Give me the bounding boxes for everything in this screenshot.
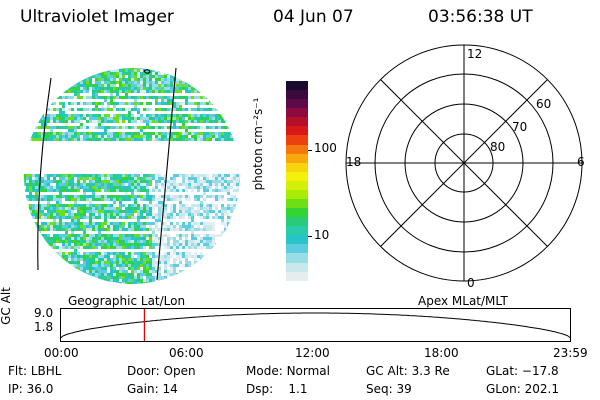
footer-ip: IP: 36.0 bbox=[8, 382, 54, 396]
timeline-xtick-0000: 00:00 bbox=[44, 346, 79, 360]
uv-image-pixels bbox=[24, 68, 240, 284]
colorbar-swatch bbox=[286, 153, 308, 163]
timeline-axis-label: GC Alt bbox=[0, 287, 13, 325]
colorbar-swatch bbox=[286, 208, 308, 218]
colorbar-swatch bbox=[286, 171, 308, 181]
longitude-line-west bbox=[37, 77, 52, 271]
footer-mode: Mode: Normal bbox=[246, 364, 330, 378]
colorbar-label-10: 10 bbox=[314, 228, 330, 242]
timeline-right-title: Apex MLat/MLT bbox=[418, 294, 508, 308]
footer-gain: Gain: 14 bbox=[127, 382, 178, 396]
colorbar-swatch bbox=[286, 108, 308, 118]
colorbar-swatch bbox=[286, 90, 308, 100]
footer-glat: GLat: −17.8 bbox=[486, 364, 559, 378]
footer-seq: Seq: 39 bbox=[366, 382, 412, 396]
timeline-ytick-bottom: 1.8 bbox=[34, 320, 54, 334]
colorbar-swatch bbox=[286, 253, 308, 263]
colorbar-label-100: 100 bbox=[314, 141, 337, 155]
colorbar-swatch bbox=[286, 81, 308, 91]
footer-door: Door: Open bbox=[127, 364, 196, 378]
mlt-label-0: 0 bbox=[467, 276, 475, 290]
footer-filter: Flt: LBHL bbox=[8, 364, 62, 378]
colorbar-tick-10 bbox=[308, 236, 312, 237]
colorbar-swatch bbox=[286, 99, 308, 109]
polar-mlat-mlt-grid bbox=[345, 44, 583, 282]
mlt-label-12: 12 bbox=[467, 47, 483, 61]
footer-gc-alt: GC Alt: 3.3 Re bbox=[366, 364, 450, 378]
image-date: 04 Jun 07 bbox=[273, 7, 354, 27]
imager-title: Ultraviolet Imager bbox=[20, 7, 174, 27]
colorbar-swatch bbox=[286, 126, 308, 136]
timeline-frame bbox=[60, 308, 571, 342]
timeline-xtick-2359: 23:59 bbox=[553, 346, 588, 360]
gc-alt-curve bbox=[60, 312, 571, 339]
colorbar-unit-label: photon cm⁻²s⁻¹ bbox=[251, 97, 265, 191]
colorbar-swatch bbox=[286, 235, 308, 245]
colorbar-swatch bbox=[286, 180, 308, 190]
intensity-colorbar bbox=[286, 81, 308, 281]
longitude-line-east bbox=[156, 67, 177, 281]
colorbar-swatch bbox=[286, 117, 308, 127]
colorbar-swatch bbox=[286, 135, 308, 145]
colorbar-swatch bbox=[286, 226, 308, 236]
meridian-diagonal-b bbox=[380, 79, 548, 247]
colorbar-tick-100 bbox=[308, 150, 312, 151]
timeline-plot bbox=[60, 308, 571, 342]
lat-label-60: 60 bbox=[536, 97, 552, 111]
timeline-xtick-0600: 06:00 bbox=[169, 346, 204, 360]
timeline-left-title: Geographic Lat/Lon bbox=[68, 294, 186, 308]
colorbar-swatch bbox=[286, 262, 308, 272]
colorbar-swatch bbox=[286, 217, 308, 227]
colorbar-swatch bbox=[286, 271, 308, 281]
timeline-xtick-1800: 18:00 bbox=[424, 346, 459, 360]
colorbar-swatch bbox=[286, 189, 308, 200]
coastline-fragment bbox=[143, 69, 151, 74]
mlt-label-18: 18 bbox=[346, 155, 362, 169]
colorbar-swatch bbox=[286, 199, 308, 209]
colorbar-swatch bbox=[286, 144, 308, 154]
timeline-ytick-top: 9.0 bbox=[34, 306, 54, 320]
uv-earth-image bbox=[24, 67, 240, 284]
colorbar-swatch bbox=[286, 244, 308, 254]
mlt-label-6: 6 bbox=[577, 155, 585, 169]
colorbar-swatch bbox=[286, 162, 308, 172]
timeline-xtick-1200: 12:00 bbox=[295, 346, 330, 360]
image-time: 03:56:38 UT bbox=[428, 7, 533, 27]
footer-glon: GLon: 202.1 bbox=[486, 382, 559, 396]
lat-label-70: 70 bbox=[512, 120, 528, 134]
footer-dsp: Dsp: 1.1 bbox=[246, 382, 308, 396]
lat-label-80: 80 bbox=[490, 140, 506, 154]
